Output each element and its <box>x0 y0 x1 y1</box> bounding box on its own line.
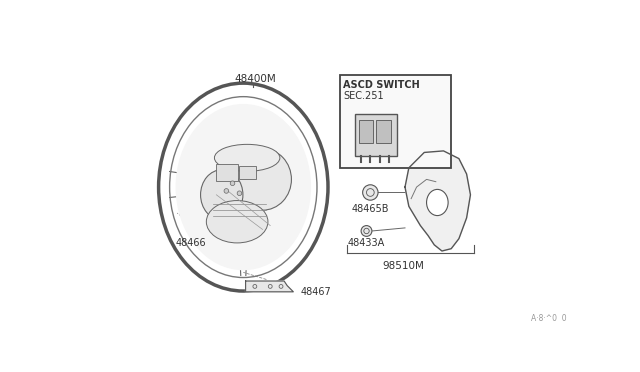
Bar <box>376 120 391 143</box>
Polygon shape <box>405 151 470 251</box>
Bar <box>359 120 372 143</box>
Ellipse shape <box>427 189 448 216</box>
Bar <box>216 164 238 181</box>
Text: 48400M: 48400M <box>234 74 276 84</box>
Text: A·8·^0  0: A·8·^0 0 <box>531 314 566 323</box>
Ellipse shape <box>206 201 268 243</box>
Bar <box>340 76 451 168</box>
Circle shape <box>237 191 242 196</box>
Circle shape <box>230 181 235 186</box>
Circle shape <box>361 225 372 236</box>
Text: 98510M: 98510M <box>382 262 424 272</box>
Circle shape <box>363 185 378 200</box>
Polygon shape <box>246 281 293 292</box>
Ellipse shape <box>175 104 311 270</box>
Bar <box>355 114 397 156</box>
Text: 48466: 48466 <box>175 238 206 248</box>
Text: SEC.251: SEC.251 <box>344 90 384 100</box>
Circle shape <box>224 189 228 193</box>
Ellipse shape <box>200 170 243 220</box>
Text: 48467: 48467 <box>301 287 332 297</box>
Ellipse shape <box>234 148 291 210</box>
Text: 48465B: 48465B <box>351 205 388 215</box>
Bar <box>239 166 257 179</box>
Text: 48433A: 48433A <box>348 238 385 248</box>
Text: ASCD SWITCH: ASCD SWITCH <box>344 80 420 90</box>
Ellipse shape <box>214 144 280 171</box>
